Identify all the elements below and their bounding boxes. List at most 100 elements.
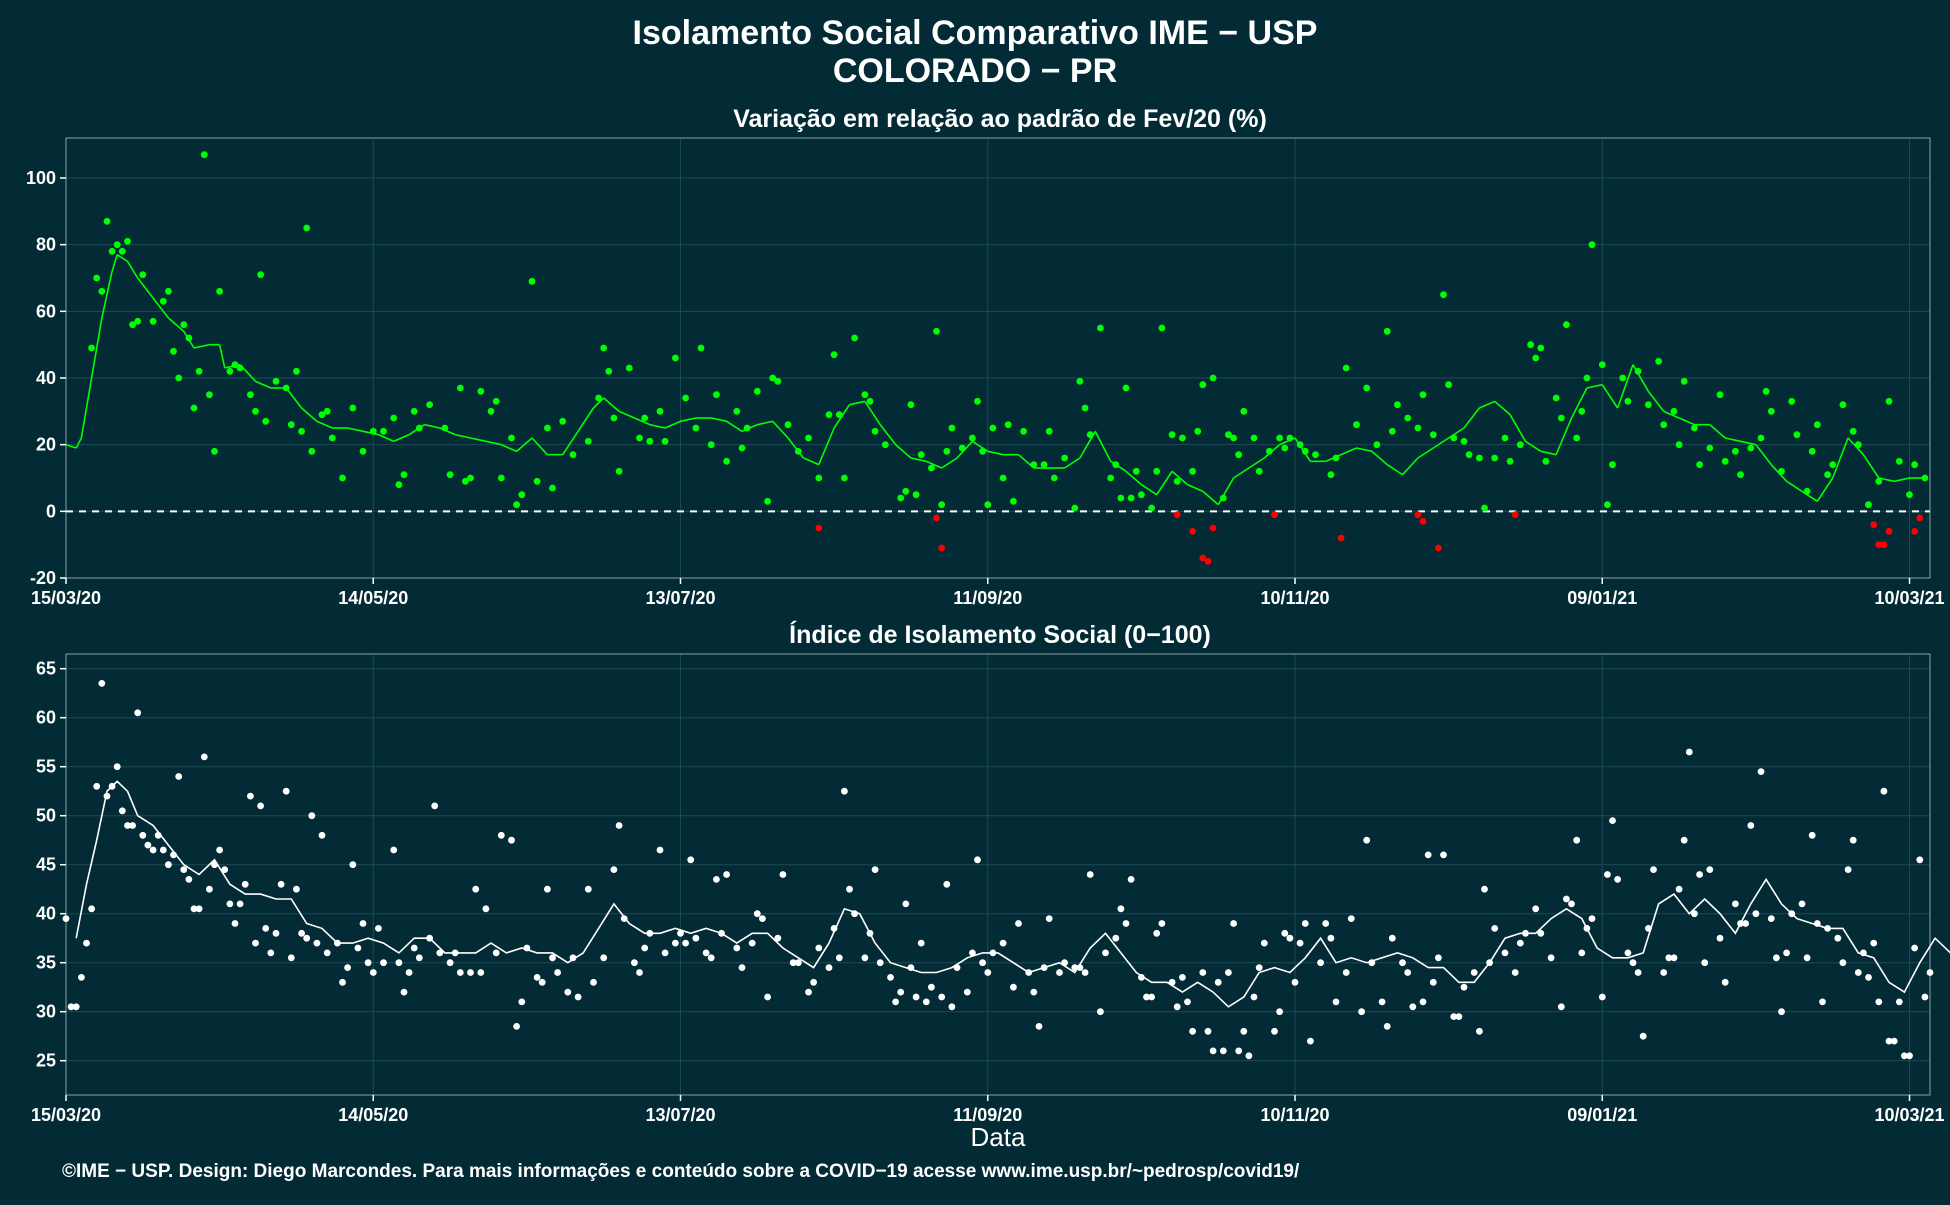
- data-point: [159, 846, 167, 854]
- data-point: [769, 374, 777, 382]
- data-point: [590, 978, 597, 986]
- data-point: [323, 949, 331, 957]
- trend-segment: [603, 397, 620, 412]
- trend-segment: [152, 297, 170, 319]
- data-point: [1609, 817, 1616, 824]
- data-point: [1010, 983, 1017, 991]
- data-point: [902, 900, 910, 908]
- data-point: [784, 421, 792, 429]
- data-point: [1112, 461, 1120, 469]
- data-point: [1199, 381, 1207, 389]
- data-point: [1875, 477, 1883, 485]
- data-point: [1911, 527, 1918, 535]
- data-point: [451, 949, 459, 957]
- data-point: [774, 377, 782, 385]
- data-point: [1168, 978, 1176, 986]
- data-point: [293, 367, 300, 375]
- data-point: [636, 969, 643, 976]
- data-point: [984, 969, 992, 976]
- data-point: [231, 920, 239, 927]
- trend-segment: [137, 277, 154, 299]
- data-point: [1097, 1008, 1104, 1016]
- trend-segment: [757, 420, 773, 426]
- data-point: [533, 477, 541, 485]
- trend-segment: [925, 460, 942, 469]
- trend-segment: [1586, 383, 1603, 389]
- data-point: [277, 880, 285, 888]
- data-point: [103, 792, 111, 800]
- data-point: [1834, 934, 1842, 942]
- data-point: [646, 929, 654, 937]
- data-point: [1752, 910, 1760, 918]
- data-point: [252, 407, 259, 415]
- trend-segment: [1233, 467, 1250, 479]
- data-point: [1276, 1008, 1283, 1016]
- trend-segment: [1878, 477, 1895, 483]
- data-point: [1045, 915, 1053, 922]
- data-point: [1332, 998, 1340, 1006]
- data-point: [1076, 964, 1084, 971]
- data-point: [1460, 983, 1468, 991]
- data-point: [835, 411, 843, 419]
- data-point: [897, 988, 905, 996]
- data-point: [144, 841, 152, 849]
- data-point: [610, 414, 618, 422]
- data-point: [1435, 954, 1442, 962]
- data-point: [369, 427, 377, 435]
- data-point: [641, 944, 649, 952]
- data-point: [1286, 434, 1294, 442]
- data-point: [1081, 404, 1089, 412]
- trend-segment: [1371, 450, 1388, 466]
- data-point: [559, 417, 567, 425]
- trend-segment: [879, 424, 897, 446]
- data-point: [1844, 866, 1852, 873]
- data-point: [482, 905, 490, 913]
- data-point: [979, 959, 986, 967]
- data-point: [1061, 454, 1068, 462]
- data-point: [1798, 900, 1806, 908]
- data-point: [1071, 504, 1079, 512]
- data-point: [1634, 969, 1642, 976]
- data-point: [1639, 1032, 1647, 1040]
- data-point: [1158, 324, 1166, 332]
- data-point: [538, 978, 546, 986]
- data-point: [1803, 487, 1811, 495]
- data-point: [1020, 427, 1027, 435]
- data-point: [1860, 949, 1867, 957]
- data-point: [93, 782, 101, 790]
- data-point: [1491, 454, 1499, 462]
- data-point: [1122, 920, 1130, 927]
- trend-segment: [1555, 417, 1573, 455]
- data-point: [1404, 969, 1412, 976]
- data-point: [83, 939, 90, 947]
- data-point: [569, 954, 577, 962]
- data-point: [1327, 471, 1335, 479]
- data-point: [549, 484, 556, 492]
- data-point: [1424, 851, 1432, 859]
- data-point: [830, 925, 838, 932]
- data-point: [1276, 434, 1283, 442]
- data-point: [1173, 477, 1181, 485]
- data-point: [1578, 949, 1586, 957]
- top-panel: -20 0 20 40 60 80 100 15/03/20 14/05/20 13/07/20 1…: [26, 137, 1945, 608]
- data-point: [841, 787, 848, 795]
- data-point: [1655, 357, 1662, 365]
- data-point: [917, 939, 925, 947]
- data-point: [1870, 939, 1878, 947]
- data-point: [912, 491, 920, 499]
- data-point: [108, 247, 116, 255]
- data-point: [426, 401, 433, 409]
- data-point: [1691, 424, 1698, 432]
- data-point: [518, 998, 526, 1006]
- data-point: [206, 391, 213, 399]
- data-point: [933, 327, 940, 335]
- data-point: [1476, 1027, 1483, 1035]
- trend-segment: [864, 400, 881, 426]
- data-point: [1685, 748, 1693, 756]
- y-tick-label: 50: [36, 806, 56, 826]
- trend-segment: [818, 427, 835, 465]
- data-point: [528, 277, 536, 285]
- data-point: [1189, 527, 1196, 535]
- data-point: [1317, 959, 1324, 967]
- data-point: [287, 954, 295, 962]
